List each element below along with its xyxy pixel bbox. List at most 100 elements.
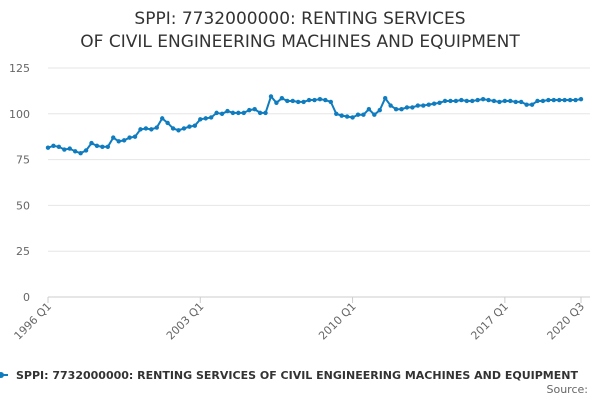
point (383, 96, 388, 101)
point (328, 99, 334, 105)
point (567, 97, 573, 103)
point (160, 116, 165, 121)
point (127, 135, 132, 140)
point (94, 143, 100, 149)
series-line (47, 94, 582, 155)
point (274, 100, 279, 106)
point (562, 97, 567, 103)
x-tick-label: 2020 Q3 (545, 300, 588, 343)
point (290, 98, 295, 104)
point (285, 98, 290, 104)
point (535, 98, 540, 104)
point (355, 112, 361, 117)
y-tick-label: 125 (9, 62, 30, 75)
point (312, 97, 317, 103)
point (437, 100, 442, 106)
point (573, 97, 578, 103)
x-tick-label: 2017 Q1 (468, 300, 511, 343)
x-tick-label: 2003 Q1 (164, 300, 207, 343)
point (116, 139, 121, 144)
point (263, 110, 268, 116)
point (475, 97, 480, 103)
point (78, 150, 83, 156)
point (105, 144, 111, 149)
point (404, 105, 410, 110)
point (143, 126, 149, 131)
point (546, 97, 551, 103)
point (72, 149, 78, 154)
point (317, 96, 323, 102)
point (247, 107, 252, 113)
point (176, 128, 181, 133)
x-tick-label: 1996 Q1 (12, 300, 55, 343)
point (421, 103, 426, 108)
point (187, 124, 192, 129)
point (578, 96, 584, 102)
point (62, 147, 67, 152)
point (442, 98, 448, 104)
point (372, 112, 377, 117)
y-tick-label: 100 (9, 108, 30, 121)
point (192, 123, 198, 128)
point (208, 115, 214, 120)
y-tick-label: 75 (16, 154, 30, 167)
point (470, 98, 475, 104)
point (334, 111, 339, 117)
point (230, 110, 236, 116)
point (83, 148, 89, 153)
x-tick-label: 2010 Q1 (316, 300, 359, 343)
point (344, 114, 350, 119)
point (426, 102, 431, 107)
source: Source: (547, 383, 589, 396)
point (502, 98, 508, 104)
point (388, 103, 393, 108)
point (529, 102, 535, 107)
point (551, 97, 557, 103)
point (350, 115, 355, 120)
point (513, 99, 518, 105)
point (132, 134, 138, 139)
point (393, 107, 399, 112)
point (480, 96, 486, 102)
point (203, 116, 208, 121)
point (268, 94, 274, 99)
point (257, 110, 263, 116)
point (198, 117, 203, 122)
point (361, 112, 366, 117)
y-tick-label: 0 (23, 291, 30, 304)
point (464, 98, 469, 104)
legend-swatch-dot (0, 372, 4, 378)
point (486, 97, 491, 103)
point (236, 110, 241, 116)
point (524, 102, 529, 107)
point (45, 145, 51, 150)
chart-title-line-2: OF CIVIL ENGINEERING MACHINES AND EQUIPM… (80, 32, 520, 52)
chart-title-line-1: SPPI: 7732000000: RENTING SERVICES (134, 9, 465, 29)
point (491, 98, 497, 104)
point (366, 107, 372, 112)
point (181, 126, 187, 131)
point (56, 144, 62, 149)
point (377, 107, 382, 113)
point (339, 113, 344, 118)
point (415, 103, 421, 108)
point (518, 99, 524, 105)
point (295, 99, 301, 105)
point (121, 138, 127, 143)
point (165, 120, 170, 126)
point (138, 127, 143, 132)
point (225, 108, 230, 114)
point (89, 140, 94, 146)
legend-label: SPPI: 7732000000: RENTING SERVICES OF CI… (16, 369, 578, 382)
point (149, 127, 154, 132)
point (51, 143, 56, 149)
point (431, 101, 437, 106)
point (306, 97, 312, 103)
point (241, 110, 246, 116)
point (557, 97, 562, 103)
point (459, 97, 464, 103)
point (170, 126, 176, 131)
point (111, 135, 116, 140)
point (497, 99, 502, 105)
